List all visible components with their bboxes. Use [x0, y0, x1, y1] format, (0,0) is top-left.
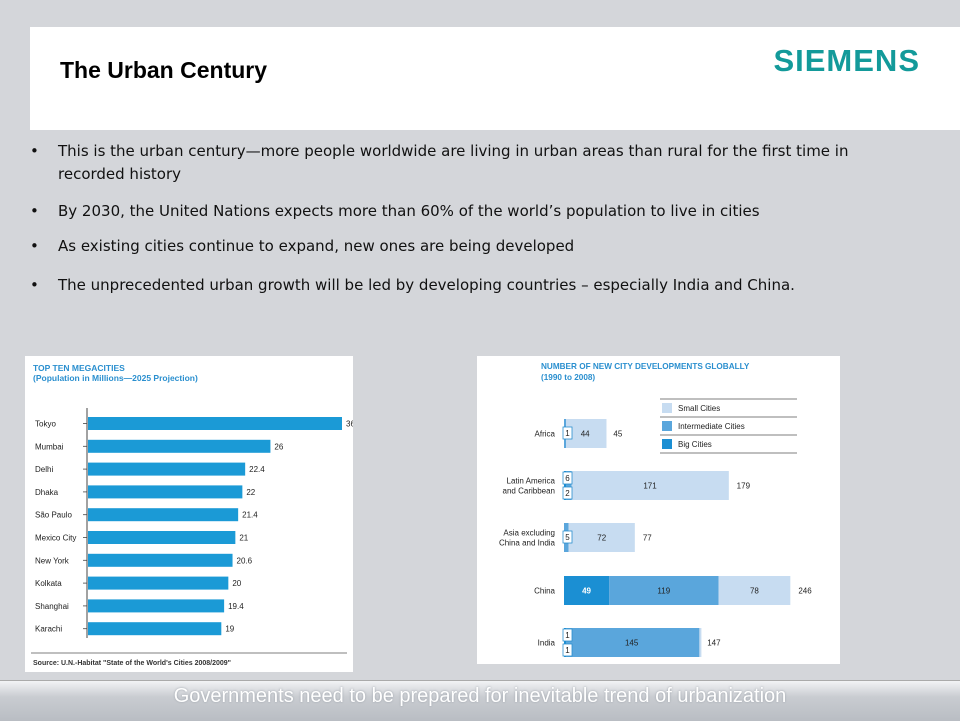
bar	[88, 599, 225, 613]
footer-bar	[0, 680, 960, 721]
bar	[88, 508, 239, 522]
bar	[88, 439, 271, 453]
data-label: 78	[750, 587, 759, 596]
bar-segment	[699, 628, 702, 657]
category-label: India	[538, 639, 556, 648]
category-label: Mumbai	[35, 442, 64, 451]
data-label: 1	[565, 646, 570, 655]
bar	[88, 622, 222, 636]
data-label: 44	[581, 430, 590, 439]
data-label: 22	[246, 488, 255, 497]
data-label: 1	[565, 631, 570, 640]
data-label: 6	[565, 474, 570, 483]
small-label-box	[562, 643, 573, 657]
bar-segment	[718, 576, 791, 605]
small-label-box	[562, 628, 573, 642]
megacities-chart: TOP TEN MEGACITIES (Population in Millio…	[31, 363, 362, 667]
data-label: 1	[565, 429, 570, 438]
total-label: 77	[643, 534, 652, 543]
data-label: 171	[643, 482, 657, 491]
header-panel: The Urban Century SIEMENS	[30, 27, 960, 130]
chart-source: Source: U.N.-Habitat "State of the World…	[33, 660, 231, 667]
data-label: 49	[582, 587, 591, 596]
bullet-item: The unprecedented urban growth will be l…	[28, 274, 908, 297]
small-label-box	[562, 530, 573, 544]
legend-swatch	[662, 421, 672, 431]
small-label-box	[562, 426, 573, 440]
bar	[88, 485, 243, 499]
data-label: 19.4	[228, 602, 244, 611]
city-developments-chart-panel: NUMBER OF NEW CITY DEVELOPMENTS GLOBALLY…	[477, 356, 840, 664]
legend-label: Intermediate Cities	[678, 422, 745, 431]
data-label: 145	[625, 639, 639, 648]
bar	[88, 417, 342, 430]
data-label: 5	[565, 533, 570, 542]
megacities-chart-panel: TOP TEN MEGACITIES (Population in Millio…	[25, 356, 362, 672]
bullet-item: By 2030, the United Nations expects more…	[28, 200, 908, 223]
data-label: 20	[232, 579, 241, 588]
bar-segment	[568, 523, 635, 552]
data-label: 26	[274, 442, 283, 451]
siemens-logo: SIEMENS	[773, 43, 920, 78]
category-label: and Caribbean	[503, 487, 555, 496]
data-label: 119	[657, 587, 670, 596]
bar	[88, 531, 236, 544]
data-label: 36.2	[346, 420, 353, 429]
chart-subtitle: (Population in Millions—2025 Projection)	[33, 373, 198, 383]
bullet-item: As existing cities continue to expand, n…	[28, 235, 908, 258]
bullet-list: This is the urban century—more people wo…	[28, 140, 908, 311]
data-label: 72	[597, 534, 606, 543]
data-label: 19	[225, 625, 234, 634]
category-label: Dhaka	[35, 488, 59, 497]
category-label: Karachi	[35, 625, 62, 634]
bar-segment	[571, 471, 729, 500]
chart-title: NUMBER OF NEW CITY DEVELOPMENTS GLOBALLY	[541, 362, 750, 371]
category-label: São Paulo	[35, 511, 72, 520]
category-label: Mexico City	[35, 534, 76, 543]
slide-title: The Urban Century	[60, 57, 268, 83]
legend-label: Big Cities	[678, 440, 712, 449]
category-label: Kolkata	[35, 579, 62, 588]
bar-segment	[564, 628, 566, 657]
bullet-item: This is the urban century—more people wo…	[28, 140, 908, 186]
category-label: China and India	[499, 539, 556, 548]
bar-segment	[566, 419, 607, 448]
data-label: 22.4	[249, 465, 265, 474]
data-label: 21	[239, 534, 248, 543]
footer-text: Governments need to be prepared for inev…	[173, 685, 787, 707]
small-label-box	[562, 471, 573, 485]
category-label: New York	[35, 556, 70, 565]
bar	[88, 553, 233, 567]
chart-title: TOP TEN MEGACITIES	[33, 363, 125, 373]
category-label: Asia excluding	[503, 529, 555, 538]
bar-segment	[564, 576, 610, 605]
bar-segment	[564, 471, 566, 500]
city-developments-chart: NUMBER OF NEW CITY DEVELOPMENTS GLOBALLY…	[499, 362, 812, 657]
data-label: 21.4	[242, 511, 258, 520]
chart-subtitle: (1990 to 2008)	[541, 373, 595, 382]
data-label: 2	[565, 489, 570, 498]
category-label: Delhi	[35, 465, 53, 474]
bar-segment	[566, 471, 572, 500]
total-label: 246	[798, 587, 812, 596]
bar-segment	[609, 576, 719, 605]
legend-swatch	[662, 403, 672, 413]
category-label: Africa	[535, 430, 556, 439]
data-label: 20.6	[237, 556, 253, 565]
bar	[88, 462, 246, 476]
total-label: 179	[737, 482, 751, 491]
small-label-box	[562, 486, 573, 500]
category-label: Latin America	[507, 477, 556, 486]
legend-label: Small Cities	[678, 404, 720, 413]
legend-swatch	[662, 439, 672, 449]
category-label: Shanghai	[35, 602, 69, 611]
category-label: China	[534, 587, 555, 596]
total-label: 45	[613, 430, 622, 439]
total-label: 147	[707, 639, 721, 648]
category-label: Tokyo	[35, 420, 56, 429]
bar-segment	[566, 628, 700, 657]
bar	[88, 576, 229, 590]
